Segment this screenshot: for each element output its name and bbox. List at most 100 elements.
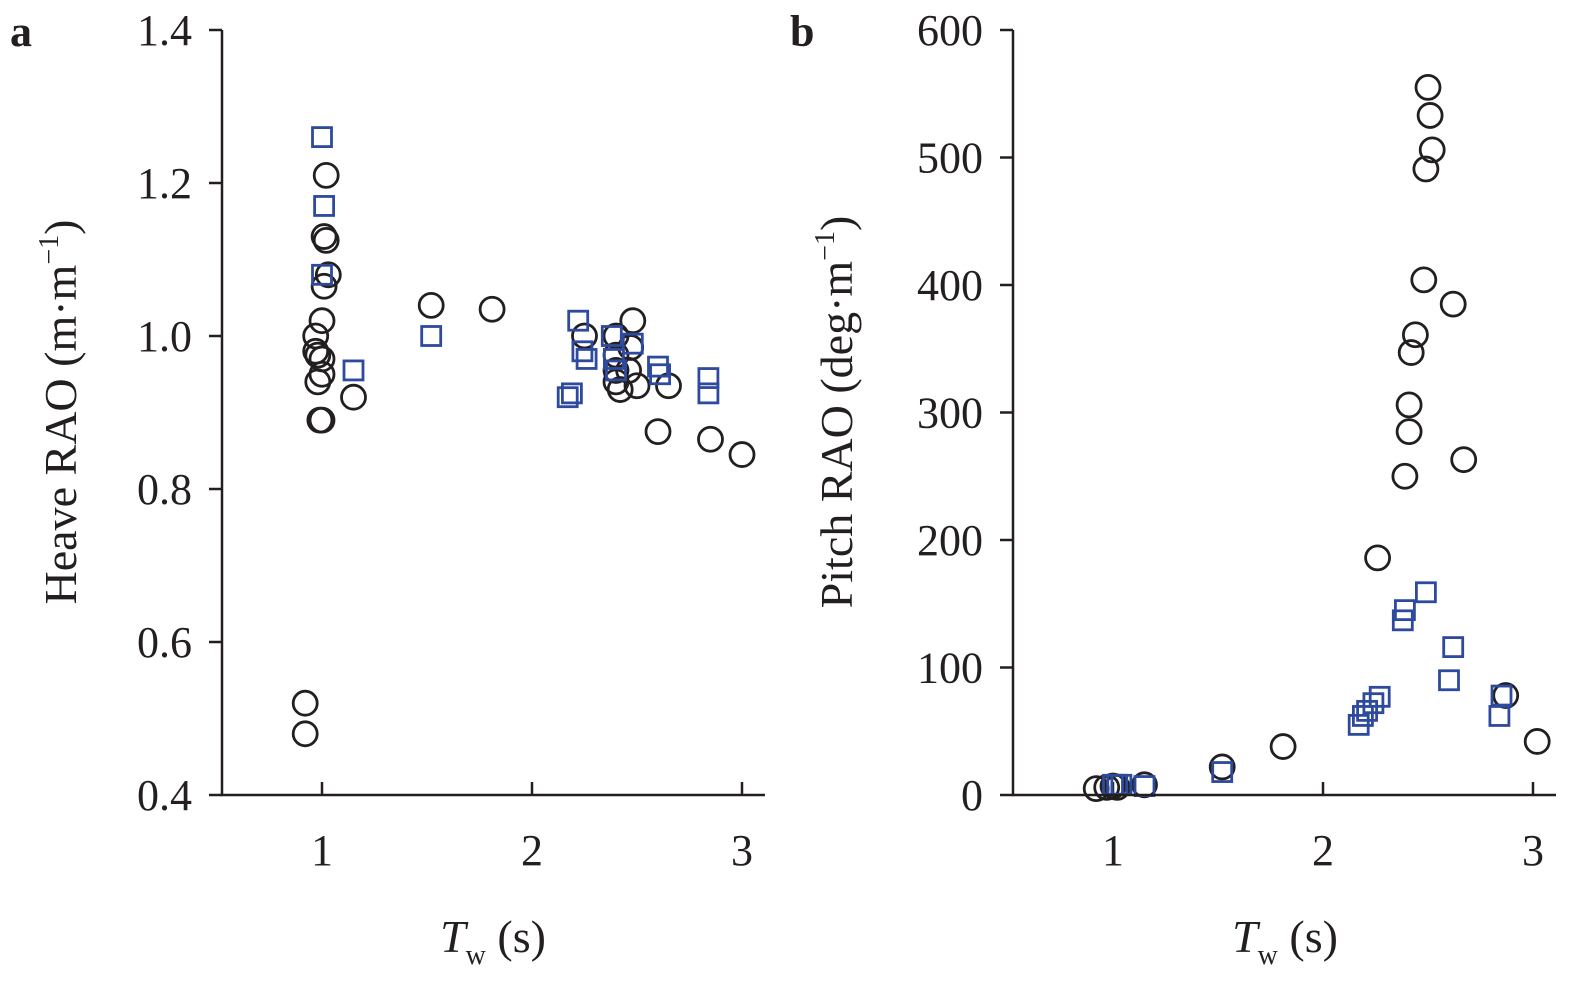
- panel-a-square-point: [311, 126, 333, 148]
- panel-b-square-point: [1415, 581, 1437, 604]
- panel-b-circle-point: [1395, 418, 1423, 446]
- panel-a-circle-point: [312, 226, 340, 254]
- panel-b-y-tick-label: 500: [917, 134, 983, 183]
- panel-a-square-point: [605, 359, 627, 382]
- panel-a-square-point: [603, 348, 625, 370]
- panel-a-x-tick-label: 3: [731, 826, 753, 875]
- panel-a-circle-point: [308, 345, 336, 373]
- panel-a-x-title-var: T: [440, 911, 469, 962]
- panel-a-square-point: [313, 195, 336, 217]
- panel-a-x-title-sub: w: [466, 940, 487, 971]
- panel-a-circle-point: [478, 295, 506, 323]
- panel-a-x-axis-title: Tw (s): [440, 911, 546, 971]
- panel-b-circle-point: [1450, 446, 1478, 474]
- panel-b-square-point: [1368, 685, 1391, 708]
- panel-a-y-tick-label: 0.4: [137, 771, 192, 820]
- panel-a-square-point: [342, 359, 365, 382]
- panel-a-circle-point: [340, 383, 367, 411]
- panel-b-y-tick-label: 0: [961, 771, 983, 820]
- panel-b-circle-point: [1397, 339, 1425, 366]
- panel-b-circle-point: [1412, 155, 1440, 183]
- panel-b-y-title-end: ): [811, 216, 862, 231]
- panel-a-y-axis-title: Heave RAO (m·m−1): [34, 220, 86, 605]
- panel-b-y-tick-label: 200: [917, 516, 983, 565]
- panel-b-letter: b: [790, 7, 814, 56]
- panel-a-x-tick-label: 2: [521, 826, 543, 875]
- panel-a-square-point: [567, 309, 590, 332]
- panel-b-square-point: [1211, 761, 1234, 783]
- panel-b-circle-point: [1439, 290, 1467, 318]
- panel-b: b 0 100 200 300 400 500 600 1 2 3 Pitch RAO (deg·…: [790, 6, 1556, 971]
- panel-a-circle-point: [308, 406, 336, 434]
- panel-a: a 0.4 0.6 0.8 1.0 1.2 1.4 1 2 3 Heave RAO (m·m−1…: [10, 6, 765, 971]
- panel-a-y-tick-label: 1.4: [137, 6, 192, 55]
- panel-b-x-tick-label: 1: [1102, 826, 1124, 875]
- panel-b-y-tick-label: 300: [917, 389, 983, 438]
- panel-a-letter: a: [10, 7, 32, 56]
- panel-a-circle-point: [644, 418, 672, 446]
- panel-a-y-tick-label: 0.8: [137, 465, 192, 514]
- panel-b-x-tick-label: 3: [1522, 826, 1544, 875]
- panel-a-y-tick-label: 1.0: [137, 312, 192, 361]
- panel-a-circle-point: [602, 357, 630, 384]
- panel-b-x-title-unit: (s): [1278, 911, 1338, 962]
- panel-b-circle-point: [1391, 462, 1419, 490]
- panel-a-circle-point: [306, 406, 334, 434]
- panel-a-square-point: [571, 340, 594, 363]
- panel-b-x-title-sub: w: [1258, 940, 1279, 971]
- panel-a-y-title-main: Heave RAO (m·m: [35, 264, 86, 604]
- panel-a-square-point: [311, 263, 333, 286]
- panel-a-circle-point: [291, 689, 319, 717]
- panel-b-square-point: [1394, 599, 1416, 622]
- panel-a-circle-point: [623, 372, 651, 400]
- panel-b-y-tick-label: 600: [917, 6, 983, 55]
- panel-b-square-point: [1490, 684, 1513, 707]
- panel-b-y-tick-label: 400: [917, 261, 983, 310]
- panel-b-circle-point: [1395, 391, 1423, 419]
- panel-a-square-point: [621, 332, 644, 355]
- panel-a-square-point: [697, 382, 720, 405]
- panel-b-square-point: [1488, 705, 1511, 727]
- panel-a-circle-point: [417, 291, 445, 319]
- panel-b-circle-point: [1269, 733, 1297, 760]
- panel-b-circle-point: [1416, 102, 1444, 129]
- panel-b-y-axis-title: Pitch RAO (deg·m−1): [810, 216, 862, 609]
- panel-a-circle-point: [304, 341, 332, 369]
- panel-b-square-point: [1133, 775, 1156, 797]
- panel-a-y-tick-label: 0.6: [137, 618, 192, 667]
- panel-b-y-title-sup: −1: [810, 231, 841, 261]
- panel-a-circle-point: [619, 307, 647, 335]
- panel-a-circle-point: [291, 720, 319, 748]
- panel-a-square-point: [561, 382, 583, 405]
- panel-b-marks: [1082, 73, 1551, 803]
- panel-b-circle-point: [1402, 321, 1429, 349]
- panel-a-square-point: [600, 325, 623, 347]
- panel-a-circle-point: [697, 425, 724, 453]
- panel-b-y-title-main: Pitch RAO (deg·m: [811, 261, 862, 609]
- panel-a-circle-point: [310, 272, 338, 300]
- panel-a-axes: [220, 30, 765, 797]
- panel-b-circle-point: [1414, 73, 1442, 101]
- panel-a-square-point: [575, 348, 598, 370]
- panel-a-circle-point: [308, 360, 336, 388]
- panel-a-circle-point: [308, 307, 336, 335]
- panel-a-square-point: [420, 325, 443, 347]
- panel-b-circle-point: [1523, 728, 1551, 755]
- panel-b-axes: [1011, 30, 1556, 797]
- panel-b-square-point: [1442, 636, 1465, 658]
- panel-a-x-title-unit: (s): [486, 911, 546, 962]
- panel-b-x-axis-title: Tw (s): [1232, 911, 1338, 971]
- panel-a-circle-point: [314, 261, 342, 289]
- panel-a-x-tick-label: 1: [311, 826, 333, 875]
- panel-a-square-point: [649, 363, 671, 386]
- panel-b-square-point: [1438, 669, 1460, 692]
- panel-b-square-point: [1356, 699, 1378, 722]
- panel-a-circle-point: [728, 441, 756, 468]
- panel-a-y-tick-label: 1.2: [137, 159, 192, 208]
- panel-b-ticks: 0 100 200 300 400 500 600 1 2 3: [917, 6, 1544, 875]
- panel-b-y-tick-label: 100: [917, 644, 983, 693]
- panel-b-x-tick-label: 2: [1312, 826, 1334, 875]
- panel-a-square-point: [556, 386, 579, 409]
